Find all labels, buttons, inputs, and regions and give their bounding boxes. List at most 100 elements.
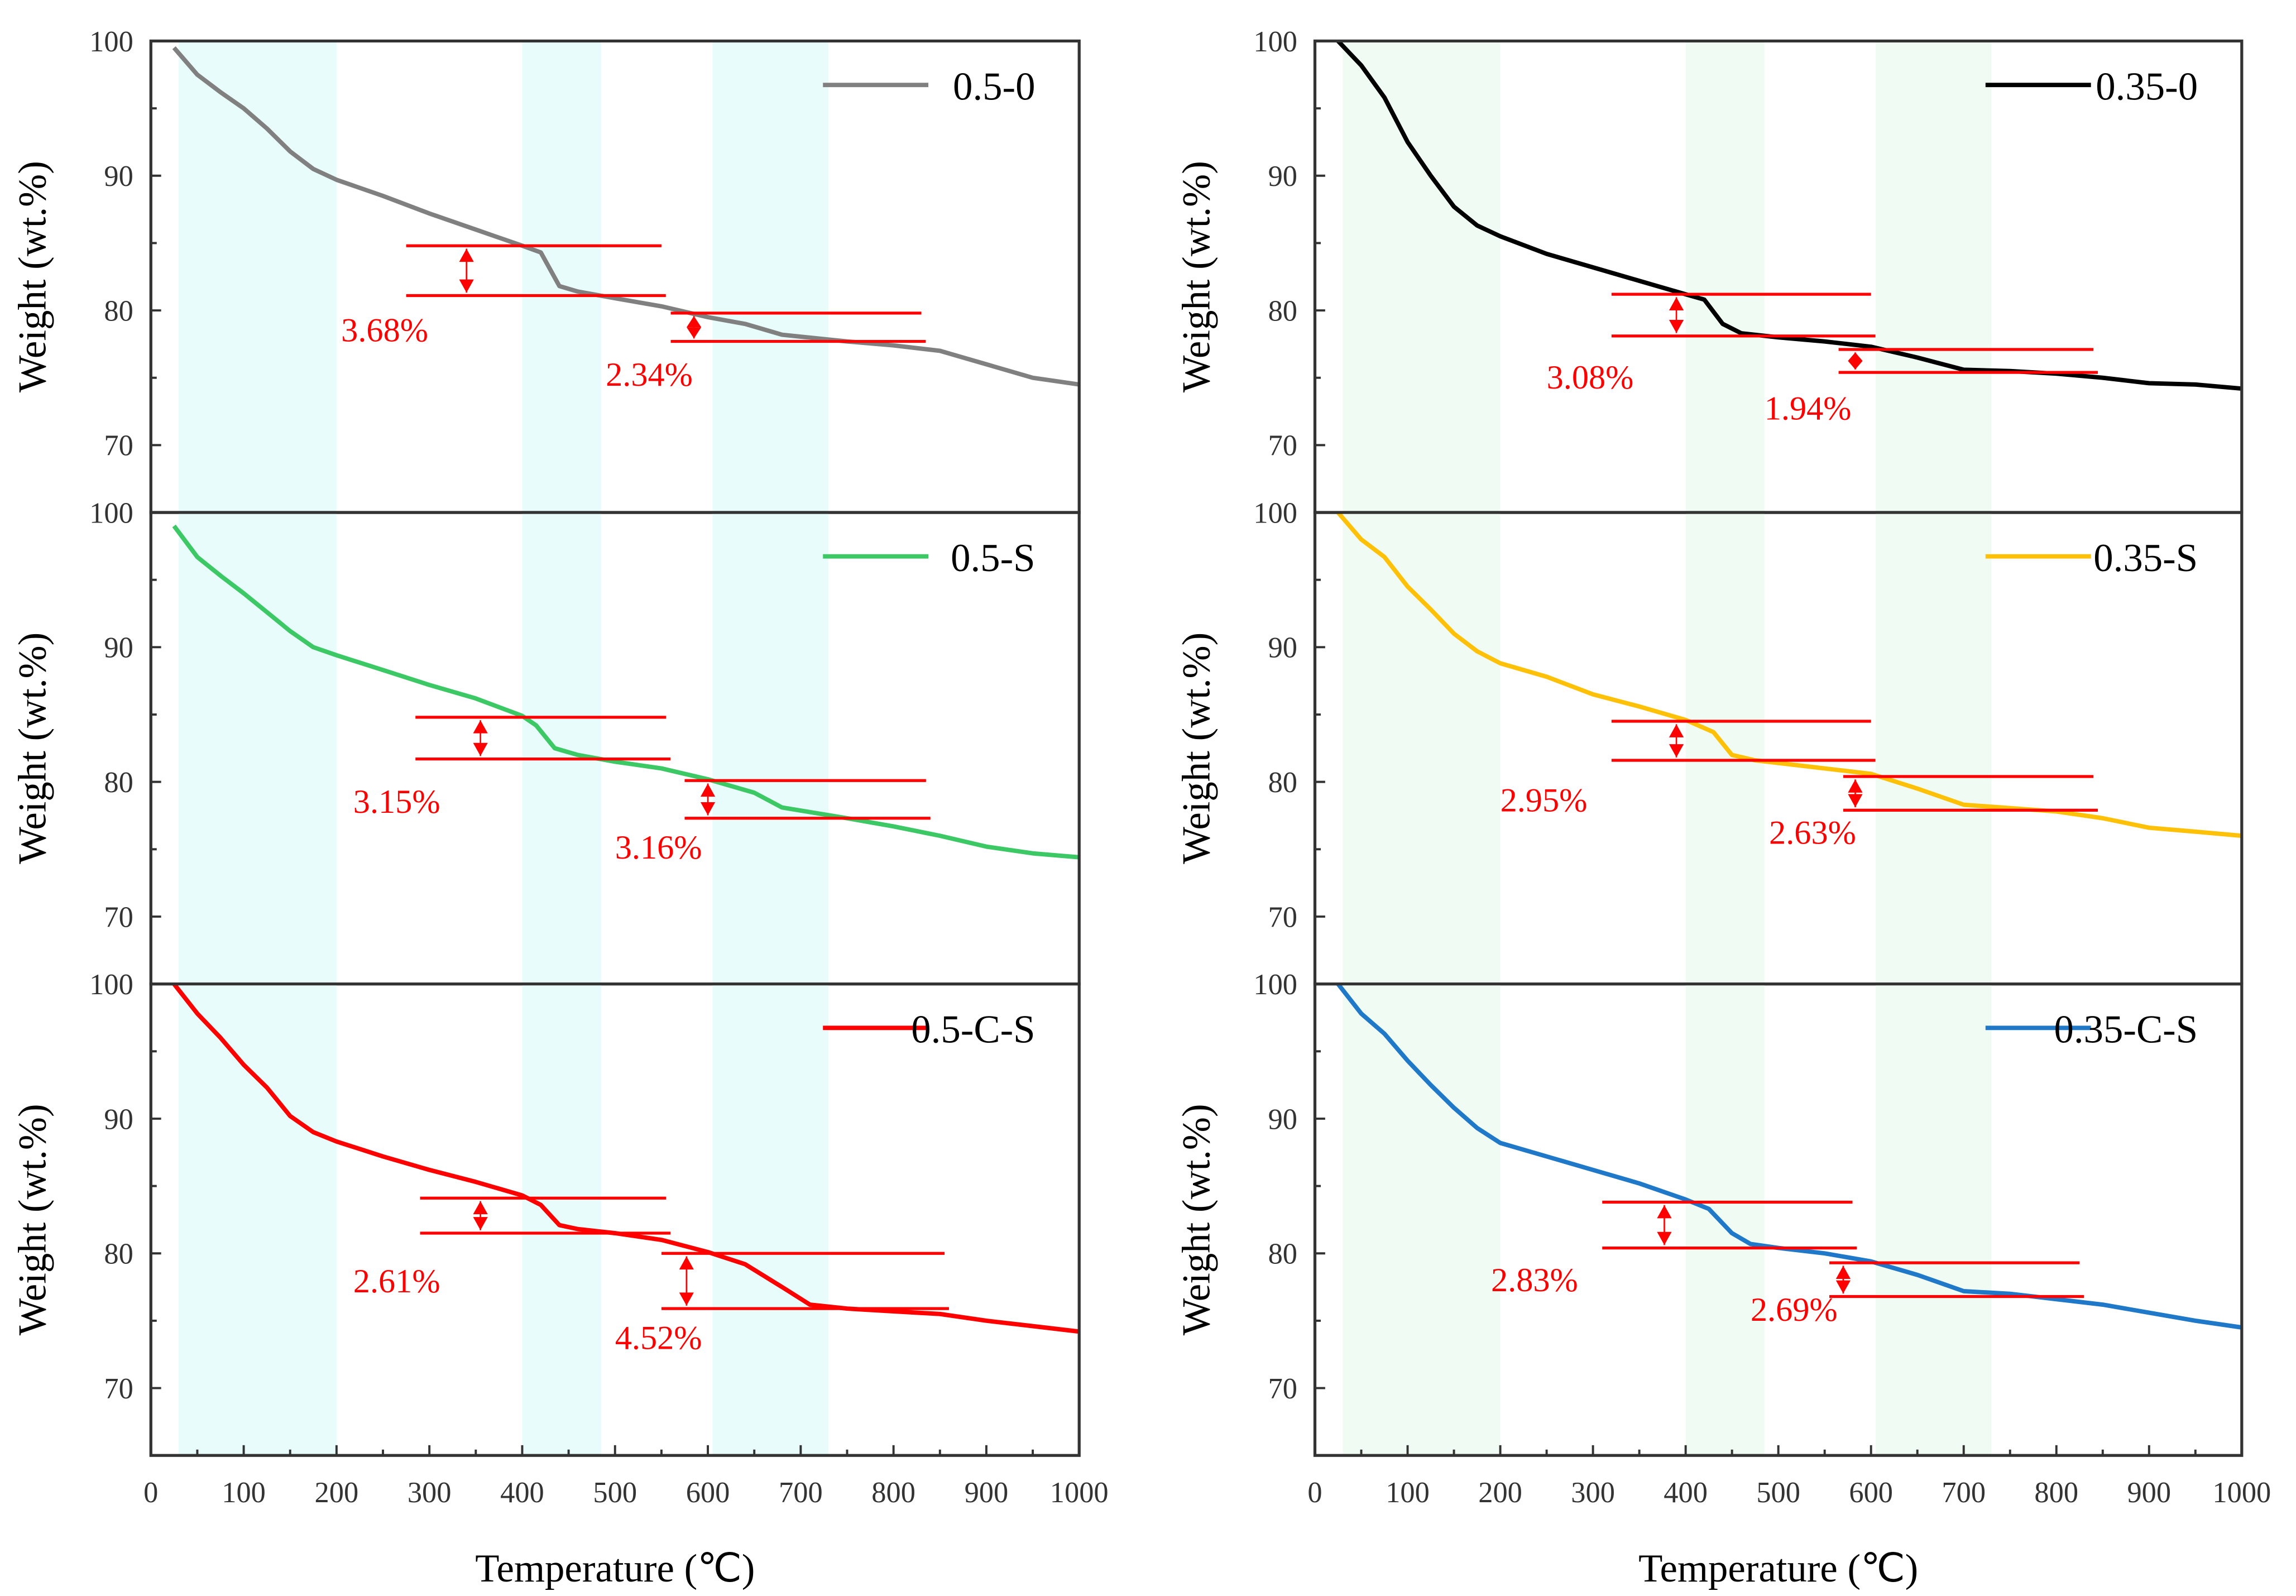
legend-label: 0.5-S: [951, 536, 1035, 580]
mass-loss-annotation: 2.69%: [1751, 1261, 2084, 1329]
mass-loss-label: 2.95%: [1501, 782, 1588, 819]
mass-loss-label: 3.68%: [341, 312, 428, 349]
series-line-0.5-S: [172, 524, 1080, 860]
arrow-up-icon: [473, 720, 488, 734]
shaded-region: [1685, 41, 1765, 513]
mass-loss-label: 2.34%: [606, 356, 693, 394]
shaded-region: [1343, 984, 1501, 1456]
x-tick-label: 0: [143, 1477, 158, 1509]
legend-label: 0.5-0: [953, 65, 1035, 108]
arrow-up-icon: [473, 1201, 488, 1215]
arrow-up-icon: [1848, 352, 1863, 361]
mass-loss-annotation: 4.52%: [615, 1252, 949, 1357]
series-line-0.35-C-S: [1336, 982, 2242, 1330]
x-tick-label: 900: [2127, 1477, 2171, 1509]
x-axis-label: Temperature (℃): [1638, 1547, 1918, 1590]
y-axis-label: Weight (wt.%): [1175, 1104, 1219, 1335]
x-tick-label: 300: [1571, 1477, 1615, 1509]
y-tick-label: 80: [1268, 295, 1297, 327]
y-tick-label: 70: [104, 901, 133, 933]
x-tick-label: 300: [408, 1477, 452, 1509]
x-tick-label: 500: [1756, 1477, 1800, 1509]
y-tick-label: 80: [1268, 766, 1297, 799]
x-tick-label: 100: [222, 1477, 266, 1509]
mass-loss-label: 1.94%: [1765, 390, 1852, 428]
arrow-up-icon: [1657, 1205, 1672, 1219]
x-tick-label: 100: [1386, 1477, 1430, 1509]
shaded-region: [522, 984, 601, 1456]
shaded-region: [522, 41, 601, 513]
arrow-up-icon: [1669, 724, 1684, 737]
mass-loss-annotation: 3.16%: [615, 779, 931, 866]
y-tick-label: 80: [104, 295, 133, 327]
mass-loss-annotation: 2.83%: [1491, 1200, 1857, 1299]
shaded-region: [712, 512, 829, 984]
shaded-region: [1876, 512, 1992, 984]
mass-loss-label: 3.08%: [1547, 359, 1634, 396]
y-tick-label: 80: [104, 1238, 133, 1271]
arrow-down-icon: [1835, 1280, 1851, 1294]
arrow-down-icon: [1657, 1231, 1672, 1245]
mass-loss-annotation: 2.95%: [1501, 720, 1876, 819]
shaded-region: [179, 512, 337, 984]
arrow-down-icon: [459, 279, 474, 293]
legend-label: 0.35-0: [2096, 65, 2198, 108]
legend-label: 0.5-C-S: [911, 1008, 1035, 1052]
x-tick-label: 1000: [2212, 1477, 2271, 1509]
shaded-region: [712, 984, 829, 1456]
shaded-region: [1685, 984, 1765, 1456]
x-tick-label: 600: [1849, 1477, 1893, 1509]
y-tick-label: 100: [89, 26, 133, 58]
x-tick-label: 800: [871, 1477, 915, 1509]
y-axis-label: Weight (wt.%): [11, 632, 54, 864]
series-line-0.5-0: [172, 46, 1080, 387]
shaded-region: [179, 41, 337, 513]
y-tick-label: 90: [1268, 160, 1297, 193]
x-tick-label: 400: [1664, 1477, 1708, 1509]
x-tick-label: 1000: [1050, 1477, 1109, 1509]
mass-loss-label: 2.63%: [1769, 814, 1856, 852]
y-tick-label: 90: [104, 1103, 133, 1135]
mass-loss-label: 3.15%: [353, 783, 440, 821]
y-tick-label: 80: [1268, 1238, 1297, 1271]
mass-loss-label: 4.52%: [615, 1320, 702, 1357]
arrow-up-icon: [679, 1256, 694, 1270]
arrow-down-icon: [473, 742, 488, 756]
y-tick-label: 90: [1268, 632, 1297, 664]
x-tick-label: 700: [1942, 1477, 1986, 1509]
arrow-down-icon: [700, 802, 716, 816]
mass-loss-annotation: 3.68%: [341, 244, 666, 349]
mass-loss-annotation: 1.94%: [1765, 348, 2098, 428]
y-axis-label: Weight (wt.%): [11, 1104, 54, 1335]
panel-0.35-S: 70 80 90 100 Weight (wt.%) 2.95% 2.63% 0.35-S: [1175, 497, 2244, 986]
y-axis-label: Weight (wt.%): [1175, 632, 1219, 864]
shaded-region: [1343, 41, 1501, 513]
x-tick-label: 200: [1478, 1477, 1522, 1509]
y-tick-label: 90: [104, 160, 133, 193]
x-tick-label: 800: [2034, 1477, 2078, 1509]
series-line-0.5-C-S: [172, 982, 1080, 1334]
panel-0.5-S: 70 80 90 100 Weight (wt.%) 3.15% 3.16% 0.5-S: [11, 497, 1081, 986]
shaded-region: [1876, 41, 1992, 513]
arrow-down-icon: [1669, 744, 1684, 758]
x-tick-label: 0: [1307, 1477, 1322, 1509]
legend-label: 0.35-C-S: [2054, 1008, 2198, 1052]
x-tick-label: 900: [965, 1477, 1009, 1509]
x-tick-label: 400: [500, 1477, 544, 1509]
x-tick-label: 500: [593, 1477, 637, 1509]
arrow-up-icon: [700, 783, 716, 797]
y-tick-label: 100: [89, 969, 133, 1001]
arrow-up-icon: [459, 248, 474, 262]
y-axis-label: Weight (wt.%): [1175, 161, 1219, 392]
arrow-up-icon: [1848, 779, 1863, 793]
mass-loss-label: 2.83%: [1491, 1262, 1578, 1299]
y-tick-label: 70: [1268, 1373, 1297, 1405]
y-tick-label: 70: [104, 430, 133, 462]
shaded-region: [179, 984, 337, 1456]
arrow-down-icon: [679, 1292, 694, 1306]
legend-label: 0.35-S: [2093, 536, 2198, 580]
arrow-down-icon: [1848, 794, 1863, 808]
x-axis-label: Temperature (℃): [475, 1547, 755, 1590]
plot-frame: [149, 982, 1081, 1457]
